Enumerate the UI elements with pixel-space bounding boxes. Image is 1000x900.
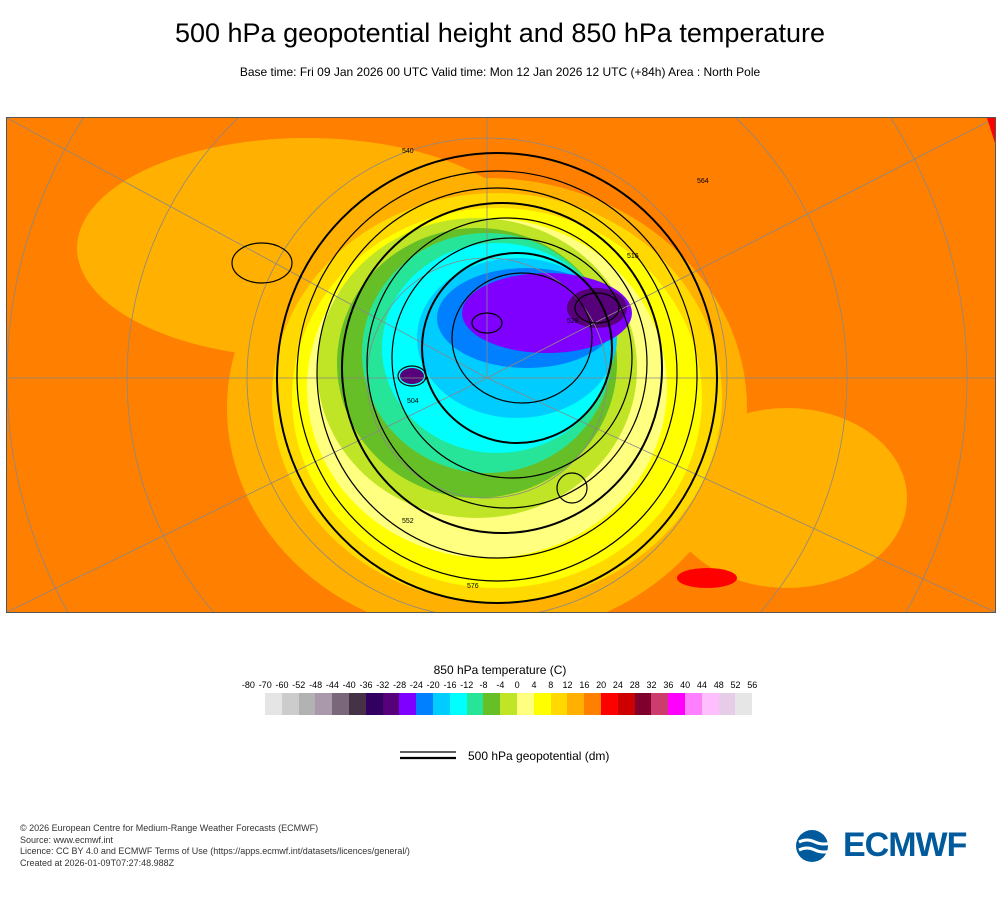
colorbar-swatch — [634, 693, 652, 715]
colorbar-swatch — [516, 693, 534, 715]
hot-spot — [987, 118, 995, 143]
contour-legend-label: 500 hPa geopotential (dm) — [468, 749, 610, 763]
colorbar-tick-label: -60 — [275, 680, 289, 690]
copyright-line: © 2026 European Centre for Medium-Range … — [20, 823, 319, 833]
colorbar-tick-label: -48 — [309, 680, 323, 690]
colorbar-swatch — [684, 693, 702, 715]
colorbar-tick-label: 52 — [730, 680, 741, 690]
colorbar-swatch — [416, 693, 433, 715]
colorbar-swatch — [500, 693, 517, 715]
colorbar — [265, 693, 753, 715]
colorbar-swatch — [399, 693, 417, 715]
colorbar-tick-label: -36 — [359, 680, 373, 690]
chart-title: 500 hPa geopotential height and 850 hPa … — [174, 18, 825, 48]
colorbar-tick-label: 32 — [646, 680, 657, 690]
colorbar-tick-label: 24 — [612, 680, 623, 690]
colorbar-tick-label: 56 — [747, 680, 758, 690]
colorbar-tick-label: 28 — [629, 680, 640, 690]
colorbar-swatch — [365, 693, 383, 715]
colorbar-tick-label: -32 — [376, 680, 390, 690]
colorbar-swatch — [449, 693, 467, 715]
map-svg: 564 576 528 540 552 516 504 — [7, 118, 995, 612]
colorbar-tick-label: -28 — [393, 680, 407, 690]
colorbar-tick-label: -24 — [409, 680, 423, 690]
colorbar-swatch — [584, 693, 601, 715]
contour-label-group: 564 576 528 540 552 516 504 — [402, 148, 709, 590]
contour-label: 564 — [697, 178, 709, 185]
colorbar-tick-label: -20 — [426, 680, 440, 690]
colorbar-swatch — [735, 693, 753, 715]
colorbar-swatch — [332, 693, 349, 715]
colorbar-swatch — [718, 693, 736, 715]
colorbar-title: 850 hPa temperature (C) — [433, 663, 567, 677]
colorbar-tick-label: 0 — [514, 680, 520, 690]
colorbar-swatch — [382, 693, 400, 715]
colorbar-tick-label: 20 — [596, 680, 607, 690]
colorbar-tick-label: 4 — [531, 680, 537, 690]
colorbar-swatch — [567, 693, 585, 715]
created-line: Created at 2026-01-09T07:27:48.988Z — [20, 857, 175, 868]
contour-label: 540 — [402, 148, 414, 155]
chart-subtitle: Base time: Fri 09 Jan 2026 00 UTC Valid … — [239, 65, 761, 79]
colorbar-swatch — [668, 693, 685, 715]
contour-label: 528 — [567, 318, 579, 325]
colorbar-swatch — [600, 693, 618, 715]
colorbar-labels: -80 -70 -60 -52 -48 -44 -40 -36 -32 -28 -24 -20 -16-… — [242, 680, 769, 690]
colorbar-tick-label: 48 — [713, 680, 724, 690]
colorbar-tick-label: -44 — [325, 680, 339, 690]
colorbar-swatch — [466, 693, 484, 715]
colorbar-tick-label: -4 — [496, 680, 505, 690]
hot-spot-south — [677, 568, 737, 588]
ecmwf-logo: ECMWF — [795, 826, 967, 865]
colorbar-swatch — [281, 693, 299, 715]
ecmwf-logo-icon — [796, 829, 836, 862]
colorbar-tick-label: -40 — [342, 680, 356, 690]
ecmwf-logo-text: ECMWF — [843, 826, 967, 864]
colorbar-tick-label: -16 — [443, 680, 457, 690]
colorbar-tick-label: 12 — [562, 680, 573, 690]
colorbar-swatch — [432, 693, 450, 715]
colorbar-tick-label: 40 — [680, 680, 691, 690]
colorbar-tick-label: 8 — [548, 680, 554, 690]
temp-zone-orange-east — [667, 408, 907, 588]
colorbar-tick-label: 16 — [579, 680, 590, 690]
colorbar-swatch — [701, 693, 719, 715]
geopotential-contours — [231, 152, 718, 604]
colorbar-tick-label: 36 — [663, 680, 674, 690]
colorbar-swatch — [533, 693, 551, 715]
colorbar-tick-label: -80 — [241, 680, 255, 690]
colorbar-swatch — [298, 693, 316, 715]
contour-label: 516 — [627, 253, 639, 260]
colorbar-swatch — [651, 693, 669, 715]
contour-label: 576 — [467, 583, 479, 590]
colorbar-swatch — [550, 693, 568, 715]
licence-line: Licence: CC BY 4.0 and ECMWF Terms of Us… — [20, 846, 410, 856]
colorbar-tick-label: 44 — [696, 680, 707, 690]
colorbar-tick-label: -8 — [479, 680, 488, 690]
contour-legend-icon — [400, 751, 456, 760]
contour-label: 504 — [407, 398, 419, 405]
colorbar-swatch — [483, 693, 501, 715]
colorbar-swatch — [617, 693, 635, 715]
colorbar-tick-label: -52 — [292, 680, 306, 690]
colorbar-swatch — [348, 693, 366, 715]
temp-zone-purple — [567, 288, 627, 328]
graticule — [7, 118, 995, 612]
north-pole-map: 564 576 528 540 552 516 504 — [6, 117, 996, 613]
footer-credits: © 2026 European Centre for Medium-Range … — [20, 823, 410, 869]
colorbar-tick-label: -70 — [258, 680, 272, 690]
contour-label: 552 — [402, 518, 414, 525]
temp-zone-cold-spot — [400, 368, 424, 384]
colorbar-tick-label: -12 — [460, 680, 474, 690]
colorbar-swatch — [315, 693, 333, 715]
source-line: Source: www.ecmwf.int — [20, 834, 114, 845]
colorbar-swatch — [265, 693, 282, 715]
